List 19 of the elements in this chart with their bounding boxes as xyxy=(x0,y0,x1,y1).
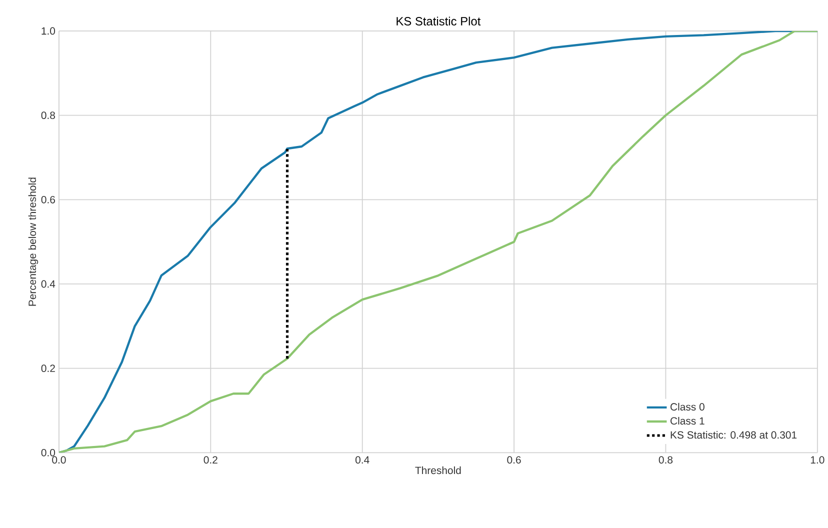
y-tick-label: 0.8 xyxy=(41,112,55,120)
x-tick-label: 0.2 xyxy=(204,456,218,464)
x-axis-title: Threshold xyxy=(415,466,461,474)
legend-label: Class 1 xyxy=(670,417,704,425)
y-tick-label: 0.4 xyxy=(41,280,56,288)
y-tick-label: 0.6 xyxy=(41,196,55,204)
x-tick-label: 0.4 xyxy=(355,456,370,464)
x-tick-label: 0.6 xyxy=(507,456,521,464)
x-tick-label: 0.0 xyxy=(52,456,66,464)
y-tick-label: 0.0 xyxy=(41,449,56,457)
y-tick-label: 1.0 xyxy=(42,27,56,35)
x-tick-label: 0.8 xyxy=(658,456,673,464)
x-tick-label: 1.0 xyxy=(810,456,824,464)
legend-label: KS Statistic: 0.498 at 0.301 xyxy=(670,431,797,439)
y-axis-title: Percentage below threshold xyxy=(28,178,38,306)
y-tick-label: 0.2 xyxy=(41,364,55,372)
chart-title: KS Statistic Plot xyxy=(396,16,481,26)
legend-label: Class 0 xyxy=(670,403,704,411)
line-series xyxy=(58,31,818,453)
